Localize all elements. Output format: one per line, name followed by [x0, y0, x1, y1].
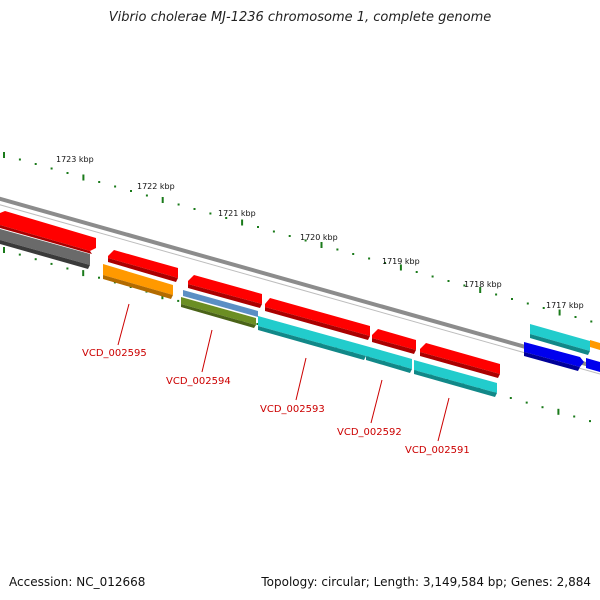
- gene-feature-red-2[interactable]: [108, 250, 178, 282]
- gene-feature-orange-2[interactable]: [590, 340, 600, 350]
- lower-minor-tick: [34, 258, 37, 261]
- gene-feature-cyan-1[interactable]: [258, 316, 366, 360]
- gene-feature-blue-2[interactable]: [586, 358, 600, 372]
- gene-feature-red-5[interactable]: [372, 329, 416, 354]
- lower-minor-tick: [98, 276, 100, 279]
- upper-major-tick: [399, 264, 402, 271]
- backbone-top: [0, 196, 600, 370]
- lower-minor-tick: [66, 267, 69, 270]
- lower-minor-tick: [18, 253, 21, 256]
- kbp-label-1720: 1720 kbp: [300, 233, 338, 242]
- gene-label-VCD_002595[interactable]: VCD_002595: [82, 348, 147, 359]
- upper-major-tick: [82, 174, 85, 181]
- gene-feature-cyan-3[interactable]: [414, 360, 497, 397]
- upper-minor-tick: [225, 217, 228, 219]
- upper-major-tick: [161, 197, 164, 203]
- gene-feature-cyan-4[interactable]: [530, 324, 590, 355]
- leader-line-4: [370, 379, 383, 424]
- lower-minor-tick: [525, 401, 528, 404]
- upper-minor-tick: [257, 226, 259, 228]
- gene-feature-steelblue-1[interactable]: [183, 290, 258, 317]
- backbone-shadow: [0, 204, 600, 375]
- lower-minor-tick: [589, 420, 591, 423]
- lower-minor-tick: [541, 406, 544, 409]
- upper-minor-tick: [384, 262, 386, 264]
- leader-line-5: [437, 397, 450, 442]
- accession-text: Accession: NC_012668: [9, 575, 146, 589]
- upper-major-tick: [241, 219, 244, 226]
- leader-line-1: [117, 303, 130, 346]
- upper-minor-tick: [288, 235, 291, 237]
- lower-minor-tick: [509, 397, 512, 399]
- lower-major-tick: [82, 270, 85, 277]
- leader-line-2: [201, 329, 213, 373]
- upper-minor-tick: [18, 158, 21, 161]
- gene-feature-orange-1[interactable]: [103, 264, 173, 299]
- upper-minor-tick: [193, 208, 196, 210]
- upper-minor-tick: [447, 280, 450, 282]
- upper-minor-tick: [114, 185, 117, 188]
- kbp-label-1721: 1721 kbp: [218, 209, 256, 218]
- upper-minor-tick: [463, 284, 466, 287]
- upper-major-tick: [479, 287, 482, 293]
- gene-feature-blue-1[interactable]: [524, 342, 584, 371]
- upper-minor-tick: [511, 298, 513, 300]
- lower-minor-tick: [50, 262, 53, 265]
- gene-feature-red-3[interactable]: [188, 275, 262, 308]
- map-title: Vibrio cholerae MJ-1236 chromosome 1, co…: [108, 10, 492, 25]
- upper-scale: [3, 152, 593, 323]
- gene-label-VCD_002593[interactable]: VCD_002593: [260, 404, 325, 415]
- kbp-label-1722: 1722 kbp: [137, 182, 175, 191]
- gene-feature-gray-1[interactable]: [0, 229, 90, 269]
- gene-feature-red-1[interactable]: [0, 211, 96, 254]
- upper-minor-tick: [526, 302, 529, 305]
- upper-minor-tick: [574, 316, 577, 318]
- genome-summary-text: Topology: circular; Length: 3,149,584 bp…: [261, 575, 591, 589]
- upper-minor-tick: [177, 203, 180, 206]
- lower-minor-tick: [573, 415, 576, 418]
- upper-major-tick: [3, 152, 5, 158]
- lower-major-tick: [557, 408, 560, 415]
- gene-feature-red-4[interactable]: [265, 298, 370, 340]
- gene-feature-olive-1[interactable]: [181, 297, 256, 328]
- lower-minor-tick: [256, 323, 259, 325]
- upper-minor-tick: [304, 239, 307, 242]
- upper-minor-tick: [495, 293, 498, 296]
- upper-major-tick: [558, 309, 561, 316]
- lower-minor-tick: [177, 299, 180, 302]
- upper-minor-tick: [431, 275, 434, 278]
- kbp-label-1718: 1718 kbp: [464, 280, 502, 289]
- gene-feature-red-6[interactable]: [420, 343, 500, 378]
- gene-feature-cyan-2[interactable]: [366, 346, 412, 373]
- kbp-label-1723: 1723 kbp: [56, 155, 94, 164]
- kbp-label-1719: 1719 kbp: [382, 257, 420, 266]
- upper-minor-tick: [272, 230, 275, 233]
- upper-minor-tick: [336, 248, 339, 251]
- upper-minor-tick: [98, 181, 101, 183]
- upper-minor-tick: [209, 212, 212, 215]
- kbp-label-1717: 1717 kbp: [546, 301, 584, 310]
- upper-major-tick: [320, 242, 323, 248]
- upper-minor-tick: [50, 167, 53, 170]
- lower-major-tick: [3, 247, 5, 253]
- upper-minor-tick: [34, 163, 37, 165]
- upper-minor-tick: [542, 307, 545, 309]
- upper-minor-tick: [590, 320, 593, 323]
- upper-minor-tick: [368, 257, 371, 260]
- upper-minor-tick: [66, 172, 69, 174]
- gene-label-VCD_002594[interactable]: VCD_002594: [166, 376, 231, 387]
- upper-minor-tick: [145, 194, 148, 197]
- upper-minor-tick: [130, 190, 132, 192]
- gene-label-VCD_002592[interactable]: VCD_002592: [337, 427, 402, 438]
- leader-line-3: [295, 357, 307, 401]
- upper-minor-tick: [352, 253, 355, 255]
- gene-label-VCD_002591[interactable]: VCD_002591: [405, 445, 470, 456]
- upper-minor-tick: [415, 271, 418, 273]
